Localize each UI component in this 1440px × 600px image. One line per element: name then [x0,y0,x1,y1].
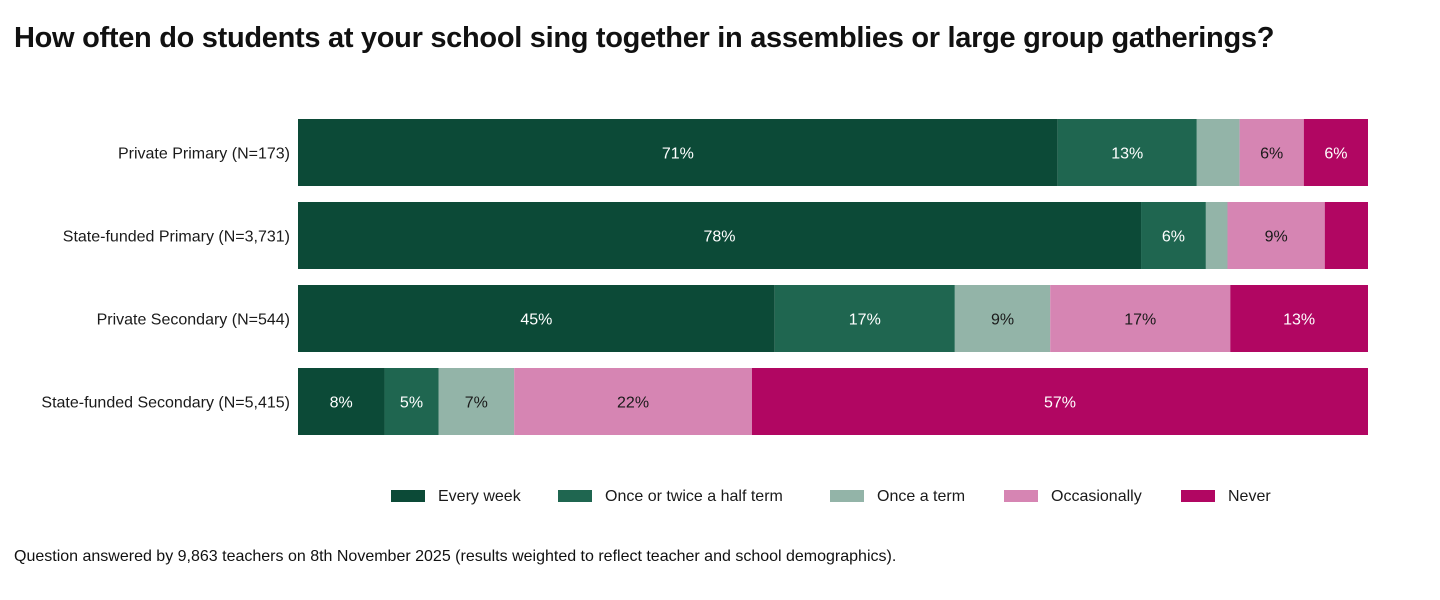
bar-segment-never-2 [1324,202,1368,269]
data-label-never-4: 57% [1044,395,1076,412]
legend-swatch-once-a-term [830,490,864,502]
data-label-never-3: 13% [1283,312,1315,329]
category-label-private-primary-n-173: Private Primary (N=173) [118,146,290,163]
data-label-once-or-twice-a-half-term-2: 6% [1162,229,1185,246]
legend-swatch-every-week [391,490,425,502]
bar-segment-once-a-term-4 [438,368,515,435]
legend-item-every-week: Every week [391,488,522,505]
legend: Every week Once or twice a half term Once … [391,488,1271,505]
data-label-every-week-2: 78% [703,229,735,246]
bar-segment-once-a-term-2 [1205,202,1228,269]
data-label-once-or-twice-a-half-term-3: 17% [849,312,881,329]
legend-swatch-occasionally [1004,490,1038,502]
bar-segment-once-a-term-1 [1196,119,1240,186]
data-label-once-a-term-4: 7% [465,395,488,412]
legend-label-occasionally: Occasionally [1051,488,1142,505]
data-label-every-week-3: 45% [520,312,552,329]
data-label-every-week-1: 71% [662,146,694,163]
bar-segment-never-3 [1230,285,1368,352]
stacked-bar-chart: 71% 13% 6% 6% 78% 6% 9% 45% 17% 9% 17% 13% 8% 5% 7% 22%… [41,119,1368,505]
bar-segment-every-week-2 [298,202,1142,269]
category-label-private-secondary-n-544: Private Secondary (N=544) [97,312,290,329]
data-label-occasionally-4: 22% [617,395,649,412]
bars-group: 71% 13% 6% 6% 78% 6% 9% 45% 17% 9% 17% 13% 8% 5% 7% 22%… [298,119,1368,435]
category-label-state-funded-primary-n-3-731: State-funded Primary (N=3,731) [63,229,290,246]
bar-segment-every-week-3 [298,285,775,352]
bar-segment-every-week-1 [298,119,1058,186]
bar-segment-once-or-twice-a-half-term-4 [384,368,439,435]
data-label-once-or-twice-a-half-term-4: 5% [400,395,423,412]
legend-swatch-never [1181,490,1215,502]
bar-segment-once-or-twice-a-half-term-3 [774,285,955,352]
legend-swatch-once-or-twice-a-half-term [558,490,592,502]
category-label-state-funded-secondary-n-5-415: State-funded Secondary (N=5,415) [41,395,290,412]
data-label-never-1: 6% [1324,146,1347,163]
data-label-occasionally-1: 6% [1260,146,1283,163]
bar-segment-once-or-twice-a-half-term-1 [1057,119,1197,186]
bar-segment-occasionally-2 [1227,202,1325,269]
bar-segment-every-week-4 [298,368,385,435]
legend-item-once-or-twice-a-half-term: Once or twice a half term [558,488,783,505]
legend-label-once-or-twice-a-half-term: Once or twice a half term [605,488,783,505]
bar-segment-never-1 [1303,119,1368,186]
data-label-once-or-twice-a-half-term-1: 13% [1111,146,1143,163]
data-label-occasionally-2: 9% [1265,229,1288,246]
bar-segment-once-a-term-3 [954,285,1051,352]
legend-label-never: Never [1228,488,1271,505]
data-label-once-a-term-3: 9% [991,312,1014,329]
bar-segment-never-4 [751,368,1368,435]
bar-segment-once-or-twice-a-half-term-2 [1141,202,1206,269]
legend-label-every-week: Every week [438,488,522,505]
data-label-every-week-4: 8% [330,395,353,412]
footnote: Question answered by 9,863 teachers on 8… [14,548,897,565]
bar-segment-occasionally-4 [514,368,752,435]
chart-title: How often do students at your school sin… [14,22,1275,54]
legend-item-occasionally: Occasionally [1004,488,1142,505]
category-labels: Private Primary (N=173) State-funded Prim… [41,146,290,412]
bar-segment-occasionally-1 [1239,119,1304,186]
legend-item-once-a-term: Once a term [830,488,965,505]
legend-item-never: Never [1181,488,1271,505]
data-label-occasionally-3: 17% [1124,312,1156,329]
legend-label-once-a-term: Once a term [877,488,965,505]
bar-segment-occasionally-3 [1050,285,1231,352]
